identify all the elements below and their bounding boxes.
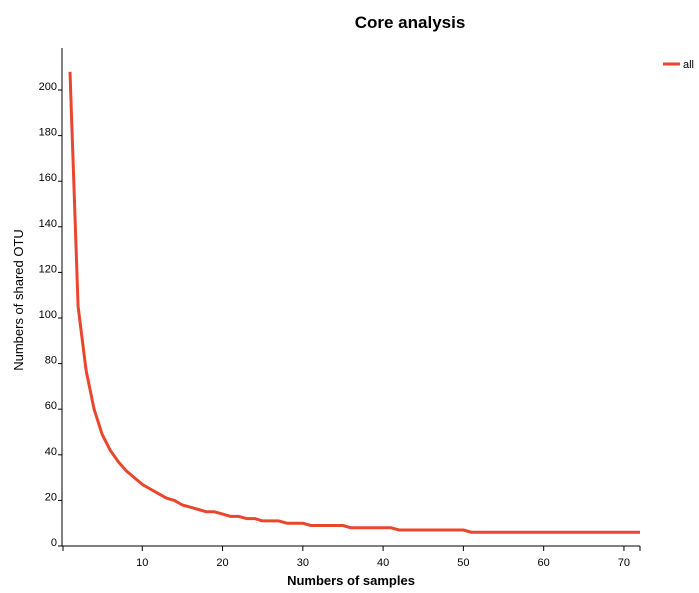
x-tick-label: 20 (216, 557, 228, 569)
y-tick-label: 40 (45, 446, 57, 458)
x-axis: 10 20 30 40 50 60 70 (62, 545, 641, 569)
series-line-all (68, 71, 640, 534)
y-axis-ticks: 0 20 40 60 80 100 120 140 160 180 200 (39, 81, 62, 549)
y-tick-label: 200 (39, 81, 57, 93)
x-tick-label: 50 (457, 557, 469, 569)
y-tick-label: 0 (51, 537, 57, 549)
x-tick-label: 30 (297, 557, 309, 569)
y-tick-label: 60 (45, 400, 57, 412)
x-axis-ticks: 10 20 30 40 50 60 70 (62, 546, 641, 569)
y-tick-label: 100 (39, 309, 57, 321)
y-tick-label: 160 (39, 172, 57, 184)
x-tick-label: 60 (538, 557, 550, 569)
x-tick-label: 70 (618, 557, 630, 569)
chart-title: Core analysis (355, 13, 466, 32)
y-tick-label: 140 (39, 218, 57, 230)
x-tick-label: 10 (136, 557, 148, 569)
y-tick-label: 120 (39, 263, 57, 275)
y-axis-title: Numbers of shared OTU (11, 229, 26, 371)
y-tick-label: 80 (45, 355, 57, 367)
series-layer (68, 71, 640, 534)
y-tick-label: 20 (45, 491, 57, 503)
x-tick-label: 40 (377, 557, 389, 569)
y-tick-label: 180 (39, 127, 57, 139)
legend: all (663, 59, 694, 71)
x-axis-title: Numbers of samples (287, 573, 415, 588)
legend-label-all: all (683, 59, 694, 71)
y-axis: 0 20 40 60 80 100 120 140 160 180 200 (39, 48, 63, 549)
